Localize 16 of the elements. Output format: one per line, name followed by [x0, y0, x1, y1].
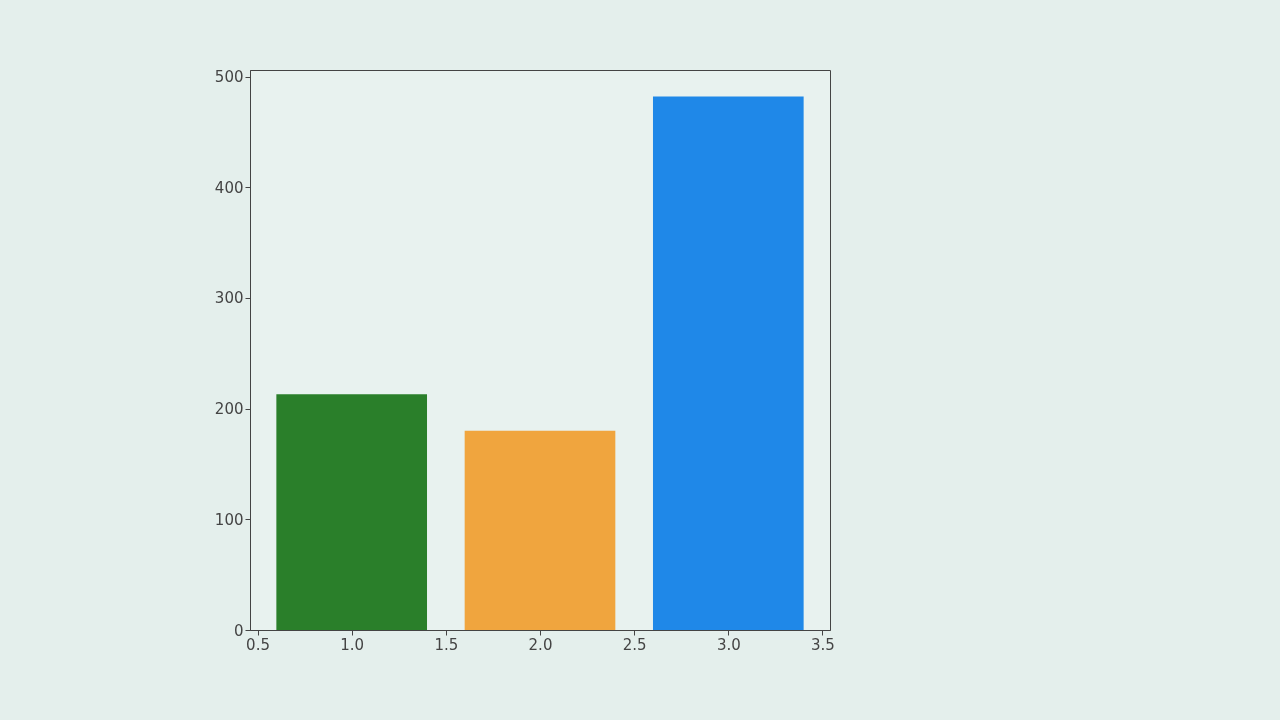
x-tick-label: 1.0 [340, 635, 365, 654]
x-tick-label: 0.5 [246, 635, 270, 654]
y-tick-label: 300 [214, 289, 244, 308]
x-tick-label: 2.5 [622, 635, 647, 654]
bar [276, 394, 428, 630]
x-tick-label: 3.0 [716, 635, 741, 654]
y-tick-label: 0 [233, 621, 244, 640]
y-tick-label: 200 [214, 400, 244, 419]
bar [652, 96, 804, 630]
y-tick-label: 500 [214, 68, 244, 87]
x-tick-label: 1.5 [434, 635, 459, 654]
bar [464, 430, 616, 630]
x-tick-label: 3.5 [811, 635, 835, 654]
x-tick-label: 2.0 [528, 635, 553, 654]
y-tick-label: 400 [214, 178, 244, 197]
y-tick-label: 100 [214, 510, 244, 529]
